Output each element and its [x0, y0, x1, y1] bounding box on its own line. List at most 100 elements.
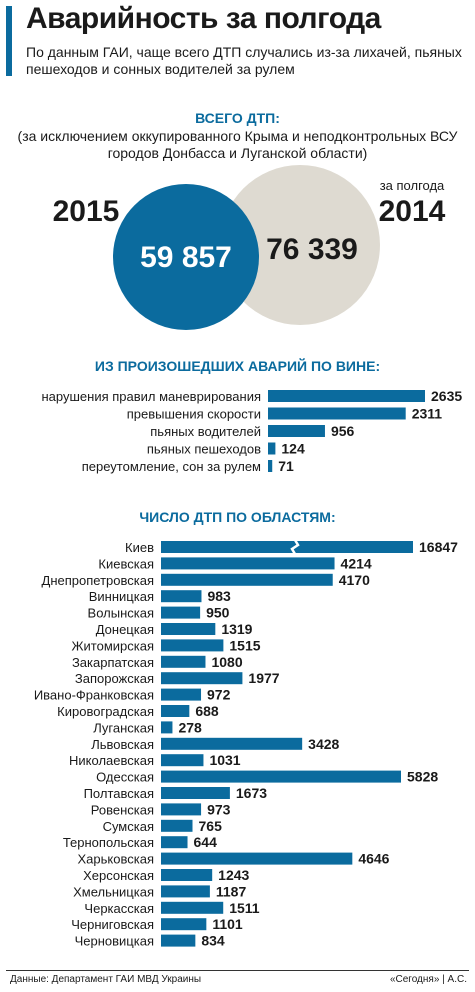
page-subtitle: По данным ГАИ, чаще всего ДТП случались …: [26, 44, 462, 77]
region-label: Ивано-Франковская: [34, 688, 154, 703]
axis-break-mark: [290, 539, 300, 555]
cause-bar: [268, 407, 406, 420]
region-value: 765: [199, 818, 223, 834]
region-label: Черновицкая: [75, 934, 154, 949]
totals-note: (за исключением оккупированного Крыма и …: [17, 128, 458, 161]
region-label: Полтавская: [84, 786, 154, 801]
causes-heading: ИЗ ПРОИЗОШЕДШИХ АВАРИЙ ПО ВИНЕ:: [94, 358, 381, 374]
year-2015-label: 2015: [53, 195, 120, 228]
region-bar: [161, 737, 303, 750]
region-value: 1243: [218, 867, 249, 883]
region-label: Харьковская: [78, 852, 154, 867]
value-2015: 59 857: [140, 241, 232, 274]
region-bar: [161, 787, 230, 799]
region-bar: [161, 557, 335, 570]
region-bar: [161, 672, 243, 685]
region-label: Донецкая: [96, 622, 154, 637]
cause-value: 956: [331, 423, 355, 439]
footer-credit: «Сегодня» | А.С.: [389, 974, 467, 985]
region-bar: [161, 573, 333, 586]
region-value: 834: [201, 933, 225, 949]
region-label: Киевская: [98, 556, 154, 571]
region-bar: [161, 918, 207, 931]
region-bar: [161, 705, 190, 717]
region-bar: [161, 623, 216, 635]
region-value: 1101: [212, 916, 243, 932]
region-bar: [161, 885, 210, 898]
totals-venn: 2015 59 857 76 339 за полгода 2014: [53, 165, 446, 330]
region-bar: [161, 869, 213, 881]
region-label: Черниговская: [71, 917, 154, 932]
region-label: Луганская: [93, 720, 154, 735]
region-bar: [161, 688, 202, 701]
cause-value: 2311: [412, 406, 443, 422]
region-label: Ровенская: [91, 802, 154, 817]
cause-bar: [268, 425, 325, 437]
region-value: 1673: [236, 785, 267, 801]
cause-value: 71: [278, 458, 294, 474]
region-value: 1031: [209, 752, 240, 768]
region-label: Львовская: [91, 737, 154, 752]
region-bar: [161, 655, 206, 668]
region-label: Запорожская: [75, 671, 154, 686]
region-label: Хмельницкая: [73, 884, 154, 899]
region-bar: [161, 836, 188, 849]
cause-bar: [268, 390, 425, 402]
cause-label: превышения скорости: [127, 407, 261, 422]
circle-2015: [113, 184, 259, 330]
region-label: Кировоградская: [57, 704, 154, 719]
region-label: Винницкая: [89, 589, 154, 604]
region-value: 983: [207, 588, 231, 604]
region-bar: [161, 606, 201, 619]
region-value: 1080: [211, 654, 242, 670]
region-label: Днепропетровская: [42, 573, 154, 588]
region-value: 972: [207, 687, 231, 703]
region-value: 1319: [221, 621, 252, 637]
region-bar: [161, 852, 353, 865]
region-value: 3428: [308, 736, 339, 752]
region-bar: [161, 934, 196, 947]
region-label: Волынская: [88, 606, 154, 621]
causes-chart: нарушения правил маневрирования 2635 превы…: [41, 388, 462, 474]
footer-source: Данные: Департамент ГАИ МВД Украины: [10, 974, 202, 985]
region-label: Николаевская: [69, 753, 154, 768]
region-bar: [161, 721, 173, 734]
region-label: Черкасская: [84, 901, 154, 916]
region-value: 16847: [419, 539, 458, 555]
cause-label: пьяных водителей: [150, 424, 261, 439]
region-label: Одесская: [96, 770, 154, 785]
region-bar: [161, 803, 202, 816]
period-2014-label: за полгода: [380, 178, 445, 193]
region-value: 644: [194, 834, 218, 850]
region-value: 4214: [341, 555, 372, 571]
cause-label: переутомление, сон за рулем: [82, 459, 261, 474]
region-bar: [161, 590, 202, 603]
region-value: 688: [195, 703, 219, 719]
region-value: 973: [207, 801, 231, 817]
regions-heading: ЧИСЛО ДТП ПО ОБЛАСТЯМ:: [139, 509, 336, 525]
value-2014: 76 339: [266, 233, 358, 266]
region-value: 4646: [358, 851, 389, 867]
region-value: 1515: [229, 637, 260, 653]
region-value: 1187: [216, 883, 247, 899]
region-value: 1511: [229, 900, 260, 916]
cause-bar: [268, 460, 273, 472]
regions-chart: Киев 16847 Киевская 4214 Днепропетровская 417…: [34, 539, 458, 949]
region-label: Житомирская: [72, 638, 154, 653]
region-value: 4170: [339, 572, 370, 588]
region-label: Киев: [125, 540, 154, 555]
region-value: 5828: [407, 769, 438, 785]
cause-value: 2635: [431, 388, 462, 404]
year-2014-label: 2014: [379, 195, 446, 228]
region-bar: [161, 639, 224, 652]
cause-bar: [268, 442, 276, 455]
totals-heading: ВСЕГО ДТП:: [195, 110, 280, 126]
page-title: Аварийность за полгода: [26, 2, 381, 35]
region-bar: [161, 541, 413, 553]
cause-label: пьяных пешеходов: [147, 442, 261, 457]
cause-label: нарушения правил маневрирования: [41, 389, 261, 404]
region-label: Закарпатская: [72, 655, 154, 670]
region-label: Херсонская: [83, 868, 154, 883]
title-accent-bar: [6, 6, 12, 76]
region-bar: [161, 770, 401, 783]
